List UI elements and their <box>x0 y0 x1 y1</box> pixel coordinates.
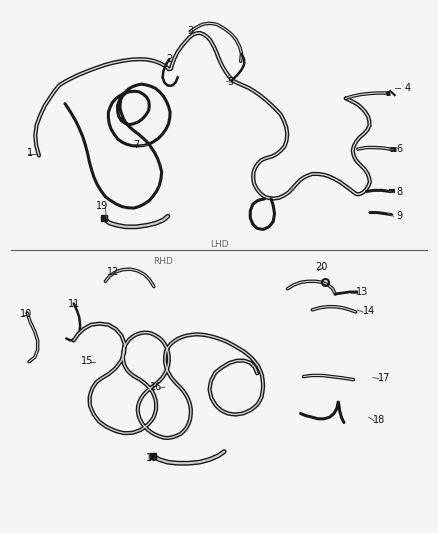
Text: 8: 8 <box>396 188 402 197</box>
Text: 7: 7 <box>134 140 140 150</box>
Text: 10: 10 <box>20 309 32 319</box>
Text: 16: 16 <box>150 382 162 392</box>
Text: 4: 4 <box>405 83 411 93</box>
Text: 18: 18 <box>373 415 385 425</box>
Text: RHD: RHD <box>153 257 173 266</box>
Text: 9: 9 <box>396 211 402 221</box>
Text: LHD: LHD <box>210 240 228 249</box>
Text: 17: 17 <box>378 373 390 383</box>
Text: 20: 20 <box>315 262 327 271</box>
Text: 15: 15 <box>81 356 93 366</box>
Text: 12: 12 <box>106 267 119 277</box>
Text: 2: 2 <box>166 54 172 64</box>
Text: 14: 14 <box>363 306 375 317</box>
Text: 11: 11 <box>67 298 80 309</box>
Text: 5: 5 <box>227 77 233 87</box>
Text: 19: 19 <box>145 453 158 463</box>
Text: 19: 19 <box>96 201 108 211</box>
Text: 1: 1 <box>27 148 33 158</box>
Text: 13: 13 <box>356 287 368 297</box>
Text: 6: 6 <box>396 144 402 154</box>
Text: 3: 3 <box>188 26 194 36</box>
